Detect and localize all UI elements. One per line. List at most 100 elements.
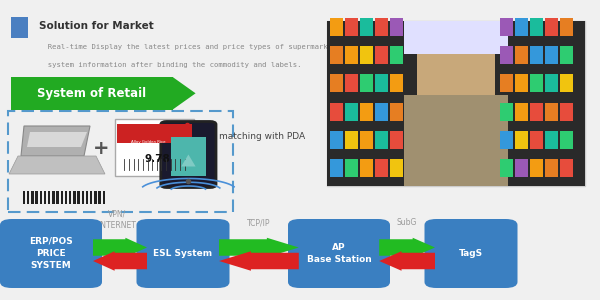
FancyBboxPatch shape xyxy=(515,131,528,149)
FancyBboxPatch shape xyxy=(545,74,558,92)
FancyBboxPatch shape xyxy=(345,46,358,64)
FancyBboxPatch shape xyxy=(425,219,517,288)
Text: matching with PDA: matching with PDA xyxy=(219,132,305,141)
Polygon shape xyxy=(9,156,105,174)
FancyBboxPatch shape xyxy=(345,18,358,36)
Text: Alloy Golden Rice: Alloy Golden Rice xyxy=(131,140,166,144)
FancyBboxPatch shape xyxy=(82,190,84,204)
FancyBboxPatch shape xyxy=(515,103,528,121)
FancyBboxPatch shape xyxy=(360,74,373,92)
FancyBboxPatch shape xyxy=(500,103,513,121)
FancyBboxPatch shape xyxy=(545,46,558,64)
FancyBboxPatch shape xyxy=(360,103,373,121)
Text: ESL System: ESL System xyxy=(154,249,212,258)
FancyBboxPatch shape xyxy=(327,21,585,186)
Polygon shape xyxy=(181,154,196,166)
FancyBboxPatch shape xyxy=(330,18,343,36)
FancyBboxPatch shape xyxy=(345,74,358,92)
FancyArrow shape xyxy=(219,238,299,257)
FancyBboxPatch shape xyxy=(530,131,543,149)
FancyBboxPatch shape xyxy=(77,190,80,204)
FancyBboxPatch shape xyxy=(404,95,508,186)
FancyBboxPatch shape xyxy=(94,190,97,204)
FancyBboxPatch shape xyxy=(560,46,573,64)
FancyBboxPatch shape xyxy=(48,190,50,204)
FancyBboxPatch shape xyxy=(330,159,343,177)
FancyBboxPatch shape xyxy=(375,74,388,92)
FancyBboxPatch shape xyxy=(52,190,55,204)
Text: Solution for Market: Solution for Market xyxy=(39,21,154,32)
FancyBboxPatch shape xyxy=(327,21,418,186)
FancyBboxPatch shape xyxy=(515,46,528,64)
FancyBboxPatch shape xyxy=(515,159,528,177)
FancyBboxPatch shape xyxy=(515,18,528,36)
FancyBboxPatch shape xyxy=(390,46,403,64)
Text: SubG: SubG xyxy=(397,218,417,227)
FancyBboxPatch shape xyxy=(375,103,388,121)
FancyArrow shape xyxy=(93,238,147,257)
FancyBboxPatch shape xyxy=(171,136,206,176)
FancyBboxPatch shape xyxy=(500,46,513,64)
FancyBboxPatch shape xyxy=(500,18,513,36)
FancyArrow shape xyxy=(93,251,147,271)
FancyBboxPatch shape xyxy=(44,190,46,204)
FancyBboxPatch shape xyxy=(515,74,528,92)
FancyBboxPatch shape xyxy=(360,131,373,149)
FancyBboxPatch shape xyxy=(500,159,513,177)
FancyBboxPatch shape xyxy=(390,131,403,149)
Text: ERP/POS
PRICE
SYSTEM: ERP/POS PRICE SYSTEM xyxy=(29,236,73,271)
FancyBboxPatch shape xyxy=(31,190,34,204)
FancyBboxPatch shape xyxy=(345,159,358,177)
FancyBboxPatch shape xyxy=(390,159,403,177)
Text: system information after binding the commodity and labels.: system information after binding the com… xyxy=(39,61,302,68)
FancyBboxPatch shape xyxy=(530,159,543,177)
Text: TCP/IP: TCP/IP xyxy=(247,218,271,227)
FancyBboxPatch shape xyxy=(27,190,29,204)
FancyBboxPatch shape xyxy=(330,131,343,149)
FancyBboxPatch shape xyxy=(560,103,573,121)
Polygon shape xyxy=(21,126,90,156)
FancyBboxPatch shape xyxy=(23,190,25,204)
FancyBboxPatch shape xyxy=(560,74,573,92)
FancyBboxPatch shape xyxy=(90,190,92,204)
FancyBboxPatch shape xyxy=(65,190,67,204)
FancyBboxPatch shape xyxy=(560,131,573,149)
Text: TagS: TagS xyxy=(459,249,483,258)
FancyBboxPatch shape xyxy=(330,103,343,121)
FancyBboxPatch shape xyxy=(375,46,388,64)
FancyBboxPatch shape xyxy=(375,159,388,177)
FancyBboxPatch shape xyxy=(500,131,513,149)
FancyBboxPatch shape xyxy=(61,190,63,204)
FancyBboxPatch shape xyxy=(73,190,76,204)
FancyBboxPatch shape xyxy=(494,21,585,186)
FancyBboxPatch shape xyxy=(288,219,390,288)
FancyBboxPatch shape xyxy=(390,103,403,121)
FancyBboxPatch shape xyxy=(103,190,105,204)
FancyBboxPatch shape xyxy=(11,77,173,110)
FancyBboxPatch shape xyxy=(56,190,59,204)
FancyBboxPatch shape xyxy=(530,18,543,36)
FancyBboxPatch shape xyxy=(545,18,558,36)
FancyBboxPatch shape xyxy=(69,190,71,204)
FancyBboxPatch shape xyxy=(404,21,508,54)
FancyBboxPatch shape xyxy=(137,219,229,288)
FancyBboxPatch shape xyxy=(345,103,358,121)
FancyBboxPatch shape xyxy=(35,190,38,204)
FancyBboxPatch shape xyxy=(560,159,573,177)
Text: Real-time Display the latest prices and price types of supermarket background: Real-time Display the latest prices and … xyxy=(39,44,385,50)
FancyBboxPatch shape xyxy=(500,74,513,92)
FancyBboxPatch shape xyxy=(375,131,388,149)
FancyBboxPatch shape xyxy=(11,16,28,38)
FancyBboxPatch shape xyxy=(360,46,373,64)
FancyArrow shape xyxy=(379,238,435,257)
FancyBboxPatch shape xyxy=(545,103,558,121)
FancyArrow shape xyxy=(379,251,435,271)
Text: System of Retail: System of Retail xyxy=(37,87,146,100)
FancyBboxPatch shape xyxy=(161,122,216,188)
FancyBboxPatch shape xyxy=(115,119,194,176)
FancyBboxPatch shape xyxy=(0,219,102,288)
FancyBboxPatch shape xyxy=(86,190,88,204)
FancyBboxPatch shape xyxy=(360,18,373,36)
FancyBboxPatch shape xyxy=(330,74,343,92)
FancyBboxPatch shape xyxy=(360,159,373,177)
